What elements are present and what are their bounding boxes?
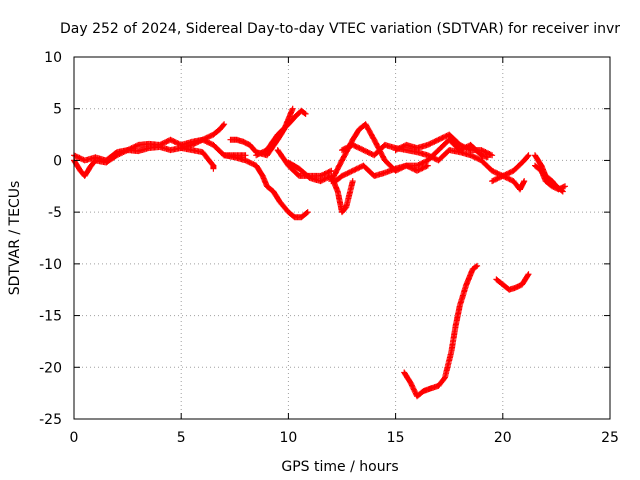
series-arc-15: [532, 162, 568, 193]
y-tick-label: 5: [53, 102, 62, 118]
data-points-arc-11: [332, 162, 431, 185]
series-arc-17: [493, 271, 532, 293]
data-points-arc-3: [178, 121, 228, 151]
series-arc-5: [221, 152, 311, 221]
data-points-arc-15: [532, 162, 568, 193]
data-points-arc-12: [392, 131, 496, 159]
plot-frame: [73, 56, 611, 420]
data-points-arc-17: [493, 271, 532, 293]
x-tick-label: 25: [601, 430, 619, 446]
y-tick-label: 0: [53, 153, 62, 169]
series-arc-3: [178, 121, 228, 151]
series-arc-13: [489, 172, 528, 193]
ticks: 0 5 10 15 20 25 -25 -20 -15 -10 -5 0 5 10: [39, 50, 619, 446]
chart-title: Day 252 of 2024, Sidereal Day-to-day VTE…: [60, 21, 620, 37]
series-arc-11: [332, 162, 431, 185]
data-points-arc-6: [253, 107, 309, 159]
y-axis-label: SDTVAR / TECUs: [7, 181, 23, 296]
series-arc-16: [401, 262, 481, 400]
x-tick-label: 5: [177, 430, 186, 446]
x-tick-label: 15: [387, 430, 405, 446]
y-tick-label: -25: [39, 412, 62, 428]
series-arc-6: [253, 107, 309, 159]
x-tick-label: 0: [70, 430, 79, 446]
x-tick-label: 10: [279, 430, 297, 446]
x-tick-label: 20: [494, 430, 512, 446]
series-layer: [71, 105, 568, 400]
x-axis-label: GPS time / hours: [281, 459, 398, 475]
data-points-arc-16: [401, 262, 481, 400]
series-arc-12: [392, 131, 496, 159]
data-points-arc-5: [221, 152, 311, 221]
y-tick-label: 10: [44, 50, 62, 66]
series-arc-10: [339, 141, 532, 179]
data-points-arc-10: [339, 141, 532, 179]
y-tick-label: -5: [48, 205, 62, 221]
y-tick-label: -15: [39, 309, 62, 325]
y-tick-label: -20: [39, 360, 62, 376]
y-tick-label: -10: [39, 257, 62, 273]
data-points-arc-13: [489, 172, 528, 193]
